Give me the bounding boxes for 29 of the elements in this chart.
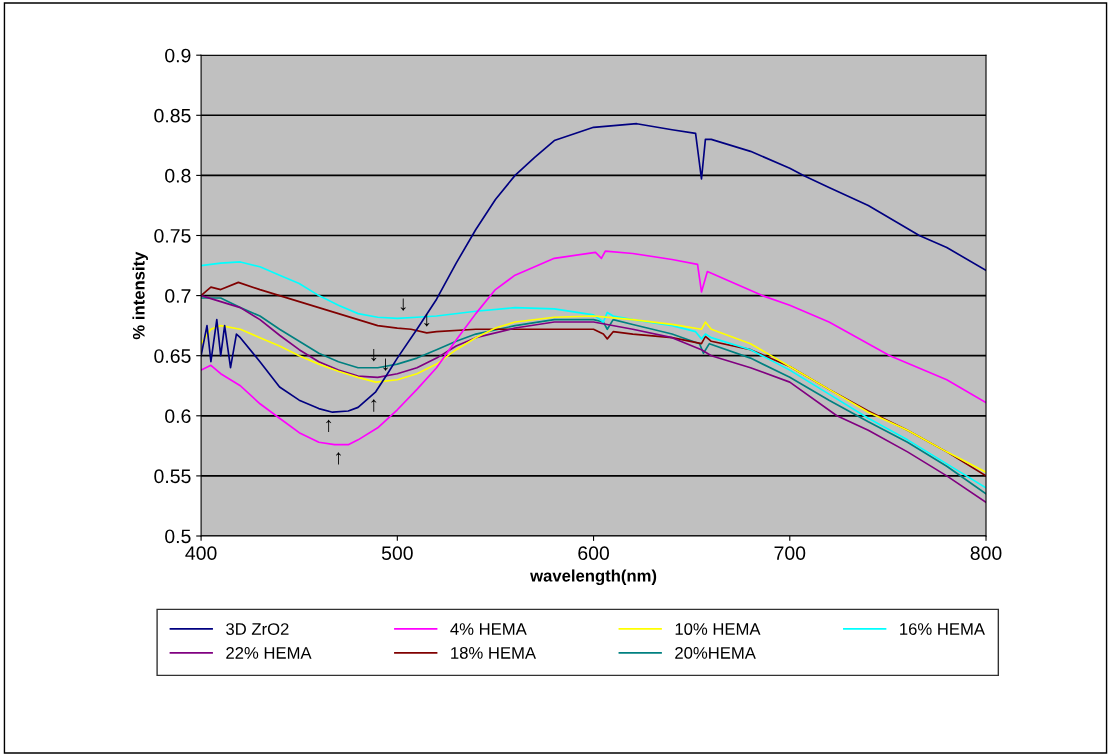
y-tick-label: 0.85 — [154, 108, 191, 123]
legend-label: 4% HEMA — [450, 623, 527, 635]
x-tick-label: 500 — [381, 546, 413, 561]
y-tick-label: 0.65 — [154, 349, 191, 363]
y-tick-label: 0.6 — [165, 409, 191, 424]
y-axis-title: % intensity — [132, 251, 148, 340]
x-tick-label: 600 — [578, 546, 610, 561]
legend-label: 3D ZrO2 — [226, 623, 289, 635]
annotation: ↑ — [371, 399, 377, 412]
x-axis-title: wavelength(nm) — [530, 569, 657, 586]
y-tick-label: 0.75 — [154, 228, 191, 243]
x-tick-label: 800 — [970, 546, 1002, 561]
annotation: ↓ — [383, 358, 388, 371]
legend-label: 16% HEMA — [900, 623, 985, 635]
y-tick-label: 0.55 — [154, 469, 191, 484]
y-tick-label: 0.9 — [165, 48, 191, 63]
annotation: ↓ — [400, 298, 406, 311]
legend-label: 10% HEMA — [675, 623, 761, 635]
annotation: ↑ — [336, 452, 341, 465]
legend-label: 22% HEMA — [226, 647, 312, 659]
y-tick-label: 0.7 — [165, 289, 191, 303]
annotation: ↓ — [424, 314, 430, 327]
y-tick-label: 0.5 — [165, 529, 191, 544]
x-tick-label: 700 — [774, 546, 806, 561]
legend-label: 18% HEMA — [451, 647, 537, 659]
y-tick-label: 0.8 — [165, 168, 191, 183]
x-tick-label: 400 — [185, 546, 217, 561]
annotation: ↑ — [326, 419, 332, 433]
legend-label: 20%HEMA — [675, 647, 756, 659]
